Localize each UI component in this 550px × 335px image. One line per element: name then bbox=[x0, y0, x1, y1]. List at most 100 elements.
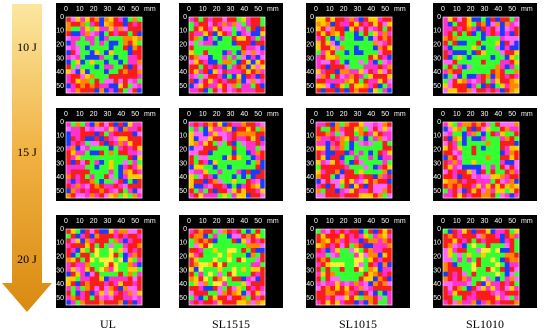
scan-cell bbox=[514, 239, 519, 244]
scan-cell bbox=[71, 262, 76, 267]
scan-cell bbox=[203, 296, 208, 301]
scan-cell bbox=[227, 84, 232, 89]
scan-cell bbox=[189, 184, 194, 189]
scan-cell bbox=[378, 277, 383, 282]
scan-cell bbox=[326, 69, 331, 74]
scan-cell bbox=[80, 127, 85, 132]
x-tick-label: 40 bbox=[117, 6, 125, 13]
scan-cell bbox=[133, 79, 138, 84]
scan-cell bbox=[203, 84, 208, 89]
scan-cell bbox=[76, 17, 81, 22]
scan-cell bbox=[199, 253, 204, 258]
scan-cell bbox=[95, 69, 100, 74]
scan-cell bbox=[246, 189, 251, 194]
scan-cell bbox=[218, 243, 223, 248]
scan-cell bbox=[137, 46, 142, 51]
scan-cell bbox=[467, 262, 472, 267]
scan-cell bbox=[251, 84, 256, 89]
scan-cell bbox=[326, 127, 331, 132]
scan-cell bbox=[491, 253, 496, 258]
scan-cell bbox=[335, 179, 340, 184]
scan-cell bbox=[241, 132, 246, 137]
scan-cell bbox=[241, 193, 246, 198]
scan-cell bbox=[481, 262, 486, 267]
scan-cell bbox=[104, 193, 109, 198]
scan-cell bbox=[66, 258, 71, 263]
scan-cell bbox=[321, 65, 326, 70]
scan-cell bbox=[364, 239, 369, 244]
scan-cell bbox=[256, 248, 261, 253]
y-tick-label: 20 bbox=[306, 41, 314, 48]
scan-cell bbox=[354, 65, 359, 70]
scan-cell bbox=[260, 55, 265, 60]
scan-cell bbox=[109, 132, 114, 137]
scan-cell bbox=[462, 189, 467, 194]
scan-cell bbox=[118, 253, 123, 258]
scan-cell bbox=[467, 31, 472, 36]
scan-cell bbox=[481, 184, 486, 189]
scan-cell bbox=[481, 146, 486, 151]
scan-cell bbox=[218, 291, 223, 296]
scan-cell bbox=[114, 291, 119, 296]
scan-cell bbox=[330, 179, 335, 184]
scan-cell bbox=[133, 170, 138, 175]
scan-cell bbox=[246, 17, 251, 22]
scan-cell bbox=[71, 170, 76, 175]
scan-cell bbox=[457, 179, 462, 184]
scan-cell bbox=[66, 136, 71, 141]
scan-cell bbox=[514, 151, 519, 156]
scan-cell bbox=[66, 300, 71, 305]
scan-cell bbox=[137, 65, 142, 70]
scan-cell bbox=[457, 258, 462, 263]
scan-cell bbox=[104, 79, 109, 84]
scan-cell bbox=[476, 31, 481, 36]
scan-cell bbox=[260, 74, 265, 79]
scan-cell bbox=[213, 60, 218, 65]
scan-cell bbox=[80, 155, 85, 160]
y-tick-label: 30 bbox=[433, 55, 441, 62]
scan-cell bbox=[241, 272, 246, 277]
scan-cell bbox=[208, 60, 213, 65]
scan-cell bbox=[241, 22, 246, 27]
scan-cell bbox=[476, 84, 481, 89]
scan-cell bbox=[467, 165, 472, 170]
scan-cell bbox=[335, 31, 340, 36]
scan-cell bbox=[123, 174, 128, 179]
scan-cell bbox=[476, 174, 481, 179]
scan-cell bbox=[383, 55, 388, 60]
scan-cell bbox=[505, 151, 510, 156]
scan-cell bbox=[326, 27, 331, 32]
scan-cell bbox=[133, 165, 138, 170]
scan-cell bbox=[510, 253, 515, 258]
scan-cell bbox=[448, 239, 453, 244]
scan-cell bbox=[237, 234, 242, 239]
scan-cell bbox=[95, 60, 100, 65]
scan-cell bbox=[467, 184, 472, 189]
scan-cell bbox=[246, 229, 251, 234]
scan-cell bbox=[316, 174, 321, 179]
scan-cell bbox=[491, 55, 496, 60]
scan-cell bbox=[137, 267, 142, 272]
scan-cell bbox=[194, 55, 199, 60]
scan-cell bbox=[349, 258, 354, 263]
scan-cell bbox=[85, 179, 90, 184]
scan-cell bbox=[218, 17, 223, 22]
scan-cell bbox=[349, 229, 354, 234]
scan-cell bbox=[453, 170, 458, 175]
scan-cell bbox=[128, 146, 133, 151]
scan-cell bbox=[241, 229, 246, 234]
scan-cell bbox=[251, 27, 256, 32]
scan-cell bbox=[208, 27, 213, 32]
scan-cell bbox=[95, 277, 100, 282]
scan-cell bbox=[383, 74, 388, 79]
scan-cell bbox=[476, 36, 481, 41]
scan-cell bbox=[256, 267, 261, 272]
x-tick-label: 30 bbox=[481, 6, 489, 13]
scan-cell bbox=[316, 286, 321, 291]
scan-cell bbox=[491, 127, 496, 132]
scan-cell bbox=[326, 248, 331, 253]
scan-cell bbox=[354, 248, 359, 253]
scan-cell bbox=[104, 179, 109, 184]
scan-cell bbox=[354, 179, 359, 184]
scan-cell bbox=[76, 281, 81, 286]
